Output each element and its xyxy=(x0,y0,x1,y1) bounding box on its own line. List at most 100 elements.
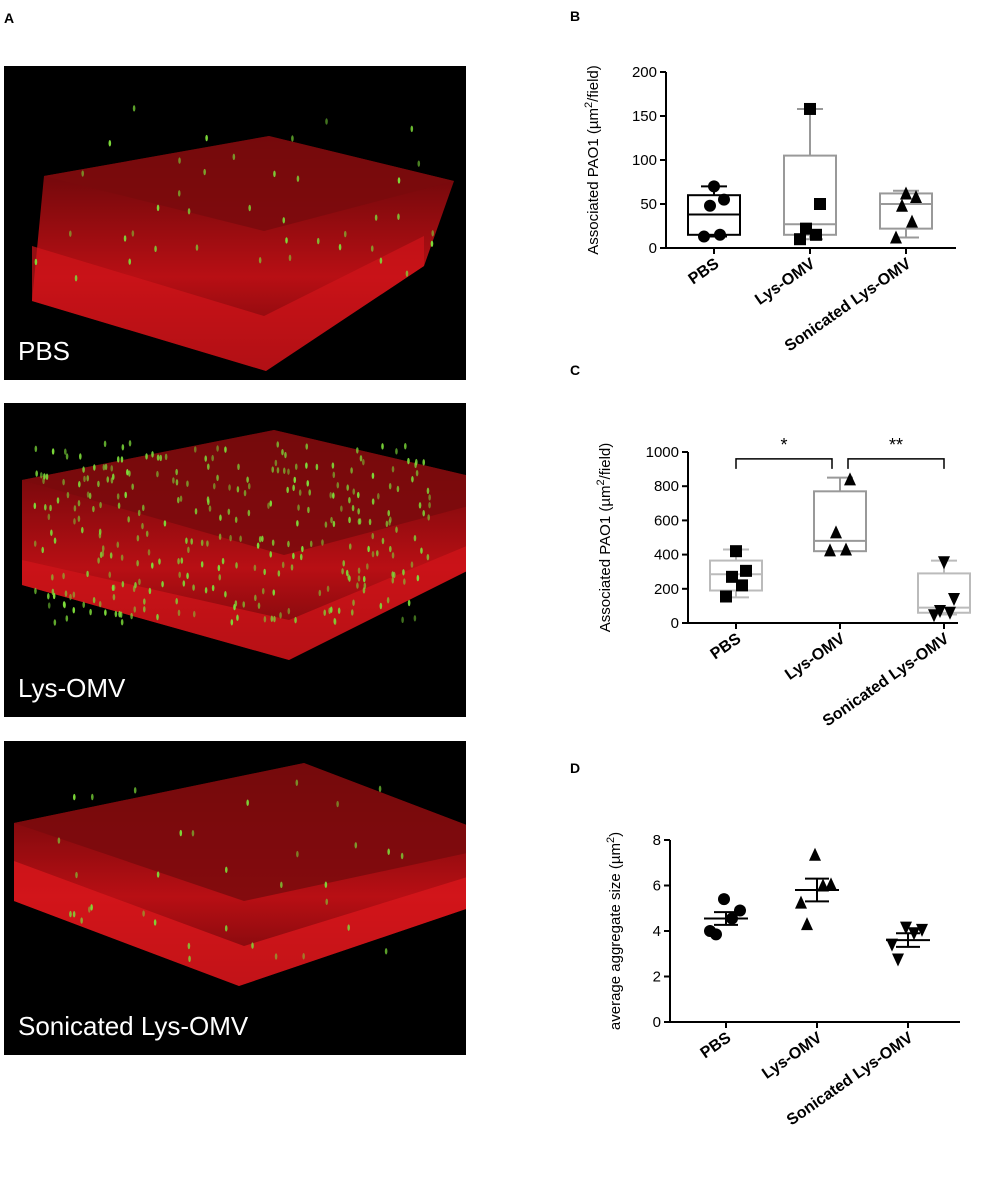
bacteria-speck xyxy=(187,208,191,215)
bacteria-speck xyxy=(386,597,390,604)
bacteria-speck xyxy=(407,457,410,465)
bacteria-speck xyxy=(430,240,434,247)
data-point xyxy=(801,917,813,931)
bacteria-speck xyxy=(348,543,352,550)
bacteria-speck xyxy=(120,456,124,463)
bacteria-speck xyxy=(141,522,144,530)
bacteria-speck xyxy=(69,230,72,237)
bacteria-speck xyxy=(73,505,77,512)
bacteria-speck xyxy=(384,948,388,955)
bacteria-speck xyxy=(391,577,395,584)
group-sonicated-lys-omv xyxy=(886,921,930,967)
bacteria-speck xyxy=(93,464,96,471)
data-point xyxy=(814,198,826,210)
bacteria-speck xyxy=(316,237,320,245)
bacteria-speck xyxy=(403,578,406,585)
bacteria-speck xyxy=(90,904,93,911)
bacteria-speck xyxy=(206,540,209,547)
bacteria-speck xyxy=(72,911,76,918)
bacteria-speck xyxy=(65,615,69,622)
image-label-sonicated: Sonicated Lys-OMV xyxy=(18,1011,249,1041)
bacteria-speck xyxy=(413,534,417,542)
bacteria-speck xyxy=(324,881,328,888)
bacteria-speck xyxy=(81,170,84,177)
bacteria-speck xyxy=(186,572,189,580)
bacteria-speck xyxy=(308,489,312,496)
bacteria-speck xyxy=(357,508,360,515)
bacteria-speck xyxy=(190,538,193,545)
bacteria-speck xyxy=(98,600,102,608)
bacteria-speck xyxy=(318,589,322,597)
bacteria-speck xyxy=(285,237,288,244)
bacteria-speck xyxy=(40,472,43,479)
category-label: PBS xyxy=(698,1029,735,1062)
bacteria-speck xyxy=(388,482,392,490)
bacteria-speck xyxy=(42,477,45,485)
bacteria-speck xyxy=(86,475,90,482)
image-label-lys-omv: Lys-OMV xyxy=(18,673,126,703)
bacteria-speck xyxy=(172,477,175,484)
bacteria-speck xyxy=(301,545,304,553)
bacteria-speck xyxy=(288,254,292,262)
data-point xyxy=(698,230,710,243)
bacteria-speck xyxy=(218,533,222,540)
bacteria-speck xyxy=(296,850,299,858)
bacteria-speck xyxy=(305,443,309,450)
bacteria-speck xyxy=(257,602,261,609)
bacteria-speck xyxy=(212,482,216,490)
data-point xyxy=(825,877,837,891)
bacteria-speck xyxy=(267,502,270,509)
significance-label: * xyxy=(780,435,787,455)
bacteria-speck xyxy=(299,553,303,561)
bacteria-speck xyxy=(274,459,278,467)
y-tick-label: 150 xyxy=(632,108,657,125)
data-point xyxy=(890,230,902,244)
bacteria-speck xyxy=(62,601,66,608)
bacteria-speck xyxy=(41,546,45,554)
bacteria-speck xyxy=(270,615,274,622)
bacteria-speck xyxy=(272,589,276,596)
bacteria-speck xyxy=(385,520,389,528)
bacteria-speck xyxy=(237,463,240,471)
data-point xyxy=(944,606,956,620)
bacteria-speck xyxy=(415,469,419,477)
bacteria-speck xyxy=(296,175,300,182)
bacteria-speck xyxy=(203,168,206,176)
bacteria-speck xyxy=(205,134,208,142)
bacteria-speck xyxy=(348,496,351,504)
bacteria-speck xyxy=(246,799,249,806)
bacteria-speck xyxy=(86,570,89,578)
chart-d: 0 2 4 6 8 average aggregate size (µm2) PBS Lys-… xyxy=(605,832,960,1129)
bacteria-speck xyxy=(378,785,382,793)
bacteria-speck xyxy=(224,866,228,873)
bacteria-speck xyxy=(336,800,339,808)
bacteria-speck xyxy=(261,535,264,542)
bacteria-speck xyxy=(116,493,120,500)
bacteria-speck xyxy=(341,568,344,575)
panel-letter-c: C xyxy=(570,362,581,378)
bacteria-speck xyxy=(428,494,431,501)
bacteria-speck xyxy=(332,492,335,499)
bacteria-speck xyxy=(99,551,103,559)
bacteria-speck xyxy=(340,505,343,512)
bacteria-speck xyxy=(236,614,239,621)
bacteria-speck xyxy=(216,474,219,482)
data-point xyxy=(720,590,732,603)
bacteria-speck xyxy=(53,537,57,544)
bacteria-speck xyxy=(69,910,72,918)
bacteria-speck xyxy=(136,560,139,567)
bacteria-speck xyxy=(420,547,423,554)
bacteria-speck xyxy=(112,584,116,591)
bacteria-speck xyxy=(142,910,145,917)
y-tick-label: 400 xyxy=(654,547,679,564)
bacteria-speck xyxy=(298,489,302,496)
micrograph-pbs: PBS xyxy=(4,66,466,380)
micrograph-sonicated-render xyxy=(14,763,466,986)
bacteria-speck xyxy=(116,541,120,548)
data-point xyxy=(704,199,716,212)
bacteria-speck xyxy=(77,500,81,507)
category-label: Lys-OMV xyxy=(782,630,848,684)
bacteria-speck xyxy=(258,257,262,264)
bacteria-speck xyxy=(337,607,341,614)
bacteria-speck xyxy=(208,505,212,512)
